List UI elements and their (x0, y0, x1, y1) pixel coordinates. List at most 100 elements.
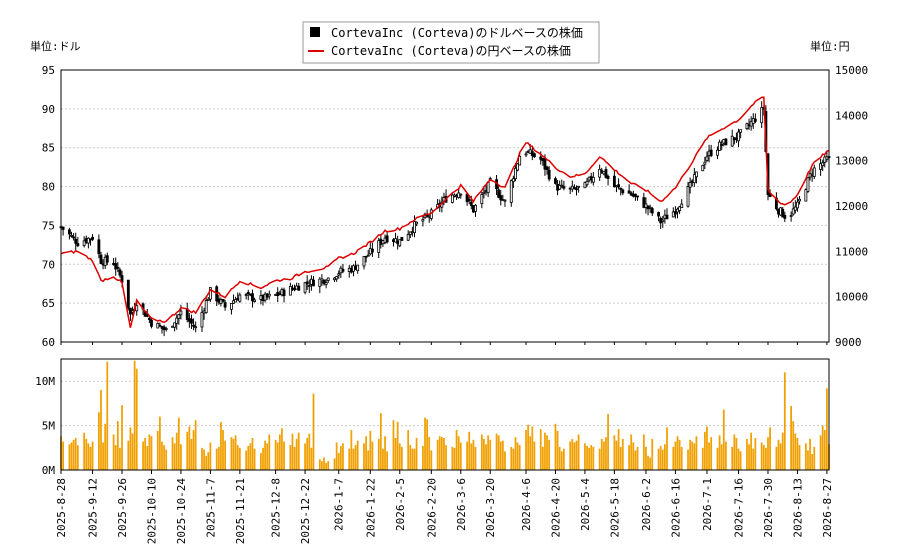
volume-bar (131, 433, 134, 470)
volume-bar (600, 438, 603, 470)
candle-body (61, 226, 65, 230)
candle-body (688, 182, 692, 188)
volume-bar (689, 439, 692, 470)
volume-bar (236, 445, 239, 470)
candle-body (524, 153, 528, 156)
left-unit-label: 単位:ドル (30, 39, 81, 53)
volume-bar (533, 441, 536, 470)
volume-bar (769, 427, 771, 470)
date-tick-label: 2026-8-13 (791, 478, 804, 538)
candle-body (562, 186, 566, 189)
candle-body (796, 201, 799, 209)
candle-body (793, 206, 797, 211)
volume-bar (807, 450, 809, 470)
volume-bar (83, 432, 86, 470)
candle-body (709, 149, 713, 157)
candle-body (678, 206, 682, 211)
volume-bar (588, 447, 591, 470)
volume-bar (146, 446, 149, 470)
volume-tick-label: 0M (42, 464, 56, 477)
candle-body (636, 195, 639, 198)
volume-bar (748, 444, 750, 470)
volume-bar (809, 438, 811, 470)
volume-bar (796, 438, 799, 470)
volume-bar (321, 461, 323, 470)
volume-bar (238, 447, 241, 470)
legend-jpy-label: CortevaInc (Corteva)の円ベースの株価 (331, 43, 571, 58)
volume-bar (260, 453, 262, 470)
right-tick-label: 11000 (835, 245, 868, 258)
candle-body (76, 243, 80, 247)
candle-body (288, 286, 292, 296)
volume-bar (642, 434, 645, 470)
candle-body (221, 299, 225, 302)
candle-body (703, 161, 707, 165)
volume-bar (262, 447, 264, 470)
candle-body (825, 156, 829, 160)
volume-bar (750, 432, 753, 470)
volume-bar (281, 428, 283, 470)
candle-body (695, 171, 698, 178)
legend-usd-label: CortevaInc (Corteva)のドルベースの株価 (331, 25, 583, 40)
candle-body (627, 190, 631, 194)
volume-bar (249, 443, 252, 470)
volume-bar (215, 448, 218, 470)
candle-body (598, 168, 602, 178)
volume-bar (495, 433, 498, 470)
candle-body (554, 178, 557, 184)
volume-bar (466, 441, 468, 470)
volume-bar (306, 438, 309, 470)
volume-bar (560, 451, 563, 470)
volume-bar (613, 435, 616, 470)
volume-bar (217, 446, 220, 470)
candle-body (164, 328, 168, 330)
candle-body (474, 204, 477, 212)
volume-bar (325, 462, 327, 470)
volume-bar (430, 450, 433, 470)
candle-body (619, 187, 623, 190)
candle-body (337, 273, 341, 276)
candle-body (173, 322, 177, 328)
volume-bar (159, 416, 161, 470)
volume-bar (396, 422, 399, 470)
volume-bar (220, 422, 222, 470)
volume-bar (746, 438, 748, 470)
volume-bar (586, 446, 588, 470)
candle-body (760, 107, 764, 124)
candle-body (208, 287, 212, 300)
candle-body (806, 177, 810, 192)
volume-bar (575, 440, 578, 470)
volume-bar (386, 451, 389, 470)
volume-bar (400, 446, 403, 470)
volume-bar (356, 440, 359, 470)
date-tick-label: 2025-12-22 (299, 478, 312, 544)
volume-bar (70, 442, 73, 470)
volume-bar (804, 443, 807, 470)
volume-bar (304, 443, 306, 470)
candle-body (680, 203, 684, 209)
volume-bar (422, 446, 424, 470)
candle-body (650, 208, 654, 214)
candle-body (150, 319, 153, 327)
volume-bar (339, 446, 342, 470)
volume-bar (680, 446, 683, 470)
candle-body (179, 310, 183, 316)
volume-bar (485, 444, 487, 470)
volume-bar (632, 442, 635, 470)
date-tick-label: 2025-9-12 (87, 478, 100, 538)
volume-bar (129, 427, 132, 470)
volume-bar (268, 434, 271, 470)
candle-body (606, 175, 610, 179)
date-tick-label: 2026-6-2 (640, 478, 653, 531)
volume-bar (148, 434, 151, 470)
left-tick-label: 80 (42, 181, 55, 194)
candle-body (297, 285, 301, 291)
volume-bar (203, 449, 205, 470)
candle-body (724, 138, 728, 146)
volume-bar (171, 437, 174, 470)
candle-body (230, 303, 233, 310)
candle-body (450, 194, 454, 203)
date-tick-label: 2026-3-20 (484, 478, 497, 538)
date-tick-label: 2026-2-5 (394, 478, 407, 531)
volume-bar (222, 430, 224, 470)
